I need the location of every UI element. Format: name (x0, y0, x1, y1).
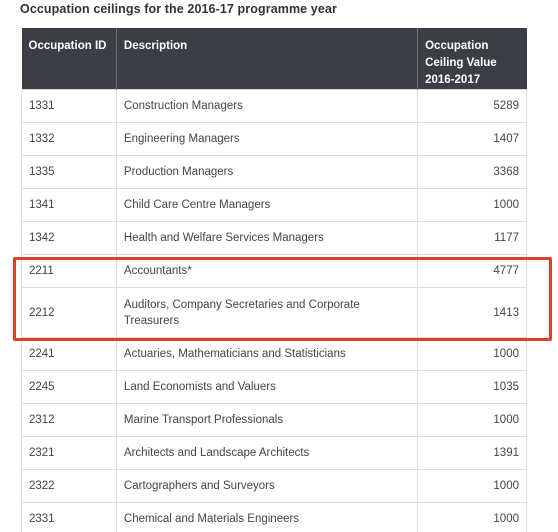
cell-ceiling-value: 1000 (417, 337, 527, 371)
cell-occupation-id: 1331 (21, 89, 117, 123)
cell-description: Actuaries, Mathematicians and Statistici… (115, 337, 419, 371)
cell-description: Construction Managers (115, 89, 419, 123)
cell-occupation-id: 2322 (21, 469, 117, 503)
table-row: 1335 Production Managers 3368 (21, 155, 527, 189)
header-description: Description (116, 28, 419, 90)
cell-description: Marine Transport Professionals (115, 403, 419, 437)
table-row: 2322 Cartographers and Surveyors 1000 (21, 469, 527, 503)
cell-description: Engineering Managers (115, 122, 419, 156)
cell-occupation-id: 1335 (21, 155, 117, 189)
cell-description: Health and Welfare Services Managers (115, 221, 419, 255)
table-row: 2211 Accountants* 4777 (21, 254, 527, 288)
cell-occupation-id: 1342 (21, 221, 117, 255)
cell-ceiling-value: 1000 (417, 403, 527, 437)
cell-ceiling-value: 1177 (417, 221, 527, 255)
cell-ceiling-value: 5289 (417, 89, 527, 123)
table-row: 2245 Land Economists and Valuers 1035 (21, 370, 527, 404)
cell-occupation-id: 2312 (21, 403, 117, 437)
cell-occupation-id: 2241 (21, 337, 117, 371)
cell-description: Production Managers (115, 155, 419, 189)
cell-ceiling-value: 4777 (417, 254, 527, 288)
cell-description: Land Economists and Valuers (115, 370, 419, 404)
cell-ceiling-value: 1407 (417, 122, 527, 156)
table-row: 1341 Child Care Centre Managers 1000 (21, 188, 527, 222)
cell-description: Child Care Centre Managers (115, 188, 419, 222)
cell-ceiling-value: 1035 (417, 370, 527, 404)
table-row: 2241 Actuaries, Mathematicians and Stati… (21, 337, 527, 371)
header-occupation-id: Occupation ID (21, 28, 117, 90)
table-header-row: Occupation ID Description Occupation Cei… (21, 28, 527, 90)
table-row: 1342 Health and Welfare Services Manager… (21, 221, 527, 255)
table-row: 1332 Engineering Managers 1407 (21, 122, 527, 156)
table-row: 2312 Marine Transport Professionals 1000 (21, 403, 527, 437)
cell-ceiling-value: 1000 (417, 188, 527, 222)
cell-description: Chemical and Materials Engineers (115, 502, 419, 532)
cell-ceiling-value: 1413 (417, 287, 527, 338)
cell-occupation-id: 1332 (21, 122, 117, 156)
table-caption: Occupation ceilings for the 2016-17 prog… (20, 2, 337, 16)
cell-occupation-id: 2321 (21, 436, 117, 470)
cell-description: Cartographers and Surveyors (115, 469, 419, 503)
cell-occupation-id: 2245 (21, 370, 117, 404)
table-row: 1331 Construction Managers 5289 (21, 89, 527, 123)
cell-occupation-id: 2211 (21, 254, 117, 288)
cell-ceiling-value: 3368 (417, 155, 527, 189)
cell-occupation-id: 2212 (21, 287, 117, 338)
table-row: 2321 Architects and Landscape Architects… (21, 436, 527, 470)
cell-ceiling-value: 1391 (417, 436, 527, 470)
cell-description: Architects and Landscape Architects (115, 436, 419, 470)
occupation-ceilings-table: Occupation ID Description Occupation Cei… (21, 28, 527, 532)
cell-occupation-id: 2331 (21, 502, 117, 532)
cell-ceiling-value: 1000 (417, 469, 527, 503)
header-ceiling-value: Occupation Ceiling Value 2016-2017 (417, 28, 527, 90)
cell-description: Auditors, Company Secretaries and Corpor… (115, 287, 419, 338)
cell-description: Accountants* (115, 254, 419, 288)
table-row: 2212 Auditors, Company Secretaries and C… (21, 287, 527, 338)
cell-ceiling-value: 1000 (417, 502, 527, 532)
table-row: 2331 Chemical and Materials Engineers 10… (21, 502, 527, 532)
cell-occupation-id: 1341 (21, 188, 117, 222)
